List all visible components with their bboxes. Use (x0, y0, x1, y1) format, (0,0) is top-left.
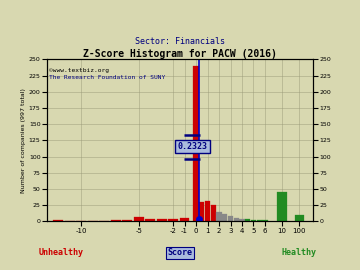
Bar (134, 217, 144, 221)
Bar (199, 202, 204, 221)
Bar (216, 212, 222, 221)
Bar (251, 220, 256, 221)
Bar (234, 218, 239, 221)
Text: Sector: Financials: Sector: Financials (135, 38, 225, 46)
Bar (193, 66, 199, 221)
Bar (228, 216, 233, 221)
Text: Healthy: Healthy (281, 248, 316, 257)
Bar (180, 218, 189, 221)
Bar (122, 220, 132, 221)
Text: ©www.textbiz.org: ©www.textbiz.org (49, 68, 109, 73)
Bar (205, 201, 210, 221)
Text: 0.2323: 0.2323 (177, 142, 207, 151)
Bar (53, 220, 63, 221)
Bar (294, 215, 304, 221)
Bar (222, 214, 228, 221)
Bar (168, 219, 178, 221)
Bar (211, 205, 216, 221)
Bar (277, 192, 287, 221)
Bar (157, 220, 167, 221)
Bar (145, 220, 155, 221)
Bar (239, 219, 244, 221)
Bar (245, 220, 250, 221)
Text: Score: Score (167, 248, 193, 257)
Title: Z-Score Histogram for PACW (2016): Z-Score Histogram for PACW (2016) (83, 49, 277, 59)
Text: The Research Foundation of SUNY: The Research Foundation of SUNY (49, 75, 166, 80)
Bar (262, 220, 267, 221)
Y-axis label: Number of companies (997 total): Number of companies (997 total) (21, 88, 26, 193)
Bar (111, 220, 121, 221)
Bar (257, 220, 262, 221)
Text: Unhealthy: Unhealthy (39, 248, 84, 257)
